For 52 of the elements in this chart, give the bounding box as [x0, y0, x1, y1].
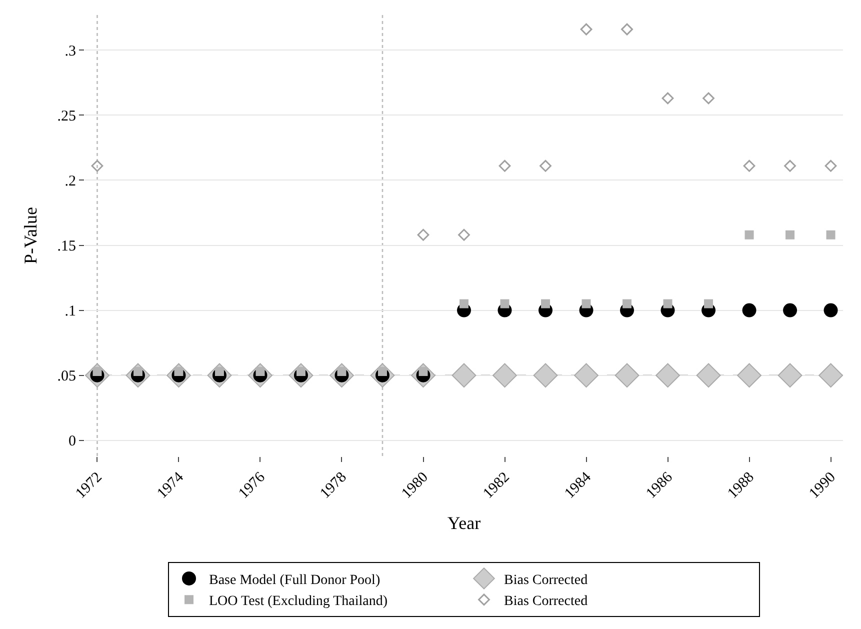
y-tick-label: .2 — [64, 173, 76, 190]
point — [663, 299, 672, 308]
point — [656, 363, 680, 388]
point — [778, 363, 802, 388]
point — [826, 230, 836, 240]
x-tick-label: 1982 — [480, 469, 513, 502]
point — [662, 92, 674, 104]
y-tick-label: .3 — [64, 43, 76, 60]
point — [91, 160, 104, 172]
point — [621, 23, 633, 36]
point — [784, 160, 796, 172]
point — [452, 363, 476, 388]
point — [783, 303, 798, 318]
point — [533, 363, 558, 388]
point — [824, 303, 838, 318]
x-tick-label: 1990 — [806, 469, 839, 502]
point — [702, 92, 714, 104]
point — [824, 160, 837, 172]
legend-label: Bias Corrected — [504, 572, 588, 588]
point — [458, 228, 470, 241]
x-axis-title: Year — [447, 512, 481, 533]
y-tick-label: .15 — [57, 238, 76, 255]
point — [614, 363, 640, 388]
point — [574, 363, 598, 388]
point — [818, 363, 843, 388]
point — [498, 160, 511, 172]
y-tick-label: .25 — [57, 108, 76, 124]
x-tick-label: 1972 — [72, 469, 106, 502]
point — [742, 303, 756, 318]
point — [696, 363, 721, 388]
point — [704, 299, 714, 308]
point — [492, 363, 517, 388]
x-tick-label: 1980 — [398, 469, 432, 502]
y-tick-label: .1 — [64, 304, 76, 320]
y-axis-title: P-Value — [20, 207, 40, 264]
point — [460, 299, 468, 308]
point — [417, 228, 430, 241]
legend-label: Base Model (Full Donor Pool) — [209, 572, 380, 588]
point — [540, 160, 552, 172]
point — [580, 23, 592, 36]
y-tick-label: .05 — [57, 368, 76, 385]
point — [622, 299, 632, 308]
point — [582, 299, 591, 308]
point — [744, 230, 754, 240]
y-tick-label: 0 — [68, 434, 76, 450]
point — [786, 230, 795, 240]
point — [500, 299, 510, 308]
legend-label: LOO Test (Excluding Thailand) — [209, 594, 388, 610]
legend-label: Bias Corrected — [504, 594, 588, 610]
point — [743, 160, 756, 172]
point — [737, 363, 762, 388]
point — [541, 299, 550, 308]
